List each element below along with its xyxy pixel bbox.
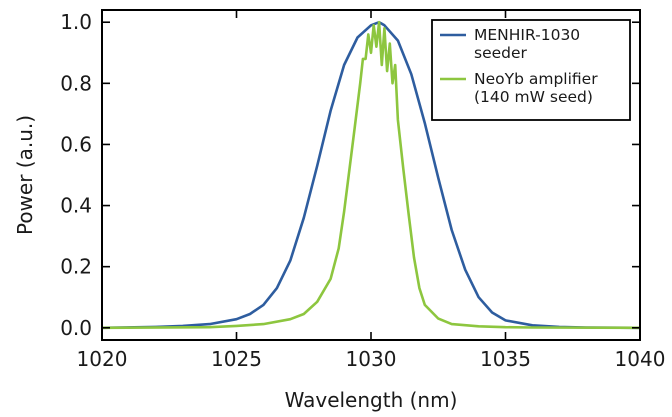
y-tick-label: 0.4 xyxy=(60,194,92,218)
y-tick-label: 0.2 xyxy=(60,255,92,279)
y-tick-label: 0.8 xyxy=(60,71,92,95)
x-tick-label: 1035 xyxy=(480,347,531,371)
x-axis-label: Wavelength (nm) xyxy=(285,388,458,412)
series-line-1 xyxy=(101,20,641,330)
legend-label-2: (140 mW seed) xyxy=(474,88,593,106)
x-tick-label: 1040 xyxy=(615,347,666,371)
legend-label-1: MENHIR-1030 xyxy=(474,26,580,44)
y-tick-label: 1.0 xyxy=(60,10,92,34)
y-axis-label: Power (a.u.) xyxy=(13,115,37,235)
legend-box xyxy=(431,19,631,121)
x-tick-label: 1020 xyxy=(77,347,128,371)
series-line-2 xyxy=(101,20,641,330)
y-tick-label: 0.6 xyxy=(60,132,92,156)
legend-label-2: NeoYb amplifier xyxy=(474,70,598,88)
y-tick-label: 0.0 xyxy=(60,316,92,340)
legend-label-1: seeder xyxy=(474,44,528,62)
x-tick-label: 1030 xyxy=(346,347,397,371)
plot-lines xyxy=(101,20,641,330)
axis-ticks: 1020 1025 1030 1035 1040 0.0 0.2 0.4 0.6 0.8 1.0 xyxy=(60,10,665,371)
x-tick-label: 1025 xyxy=(211,347,262,371)
